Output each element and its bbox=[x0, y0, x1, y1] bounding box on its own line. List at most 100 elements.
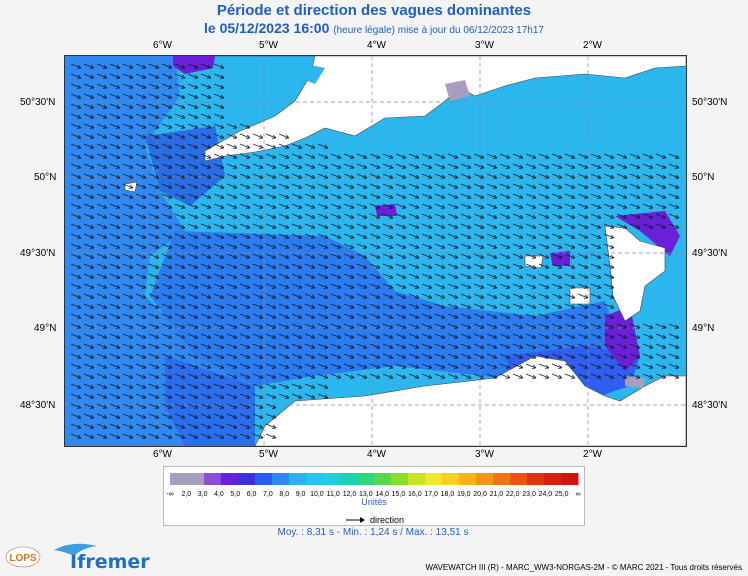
direction-arrow bbox=[174, 363, 186, 369]
direction-arrow bbox=[564, 283, 576, 289]
direction-arrow bbox=[564, 353, 576, 359]
direction-arrow bbox=[174, 333, 186, 339]
direction-arrow bbox=[83, 333, 95, 339]
direction-arrow bbox=[135, 433, 147, 439]
direction-arrow bbox=[395, 243, 407, 249]
direction-arrow bbox=[486, 363, 498, 369]
direction-arrow bbox=[291, 393, 303, 399]
direction-arrow bbox=[408, 253, 420, 259]
direction-arrow bbox=[512, 213, 524, 219]
direction-arrow bbox=[330, 173, 342, 179]
legend-tick-label: 3,0 bbox=[198, 491, 208, 498]
direction-arrow bbox=[395, 203, 407, 209]
direction-arrow bbox=[629, 153, 641, 159]
direction-arrow bbox=[317, 143, 329, 149]
direction-arrow bbox=[83, 213, 95, 219]
direction-arrow bbox=[83, 143, 95, 149]
direction-arrow bbox=[122, 193, 134, 199]
direction-arrow bbox=[239, 353, 251, 359]
ifremer-wordmark: Ifremer bbox=[70, 551, 150, 573]
direction-arrow bbox=[486, 213, 498, 219]
direction-arrow bbox=[434, 183, 446, 189]
direction-arrow bbox=[83, 163, 95, 169]
direction-arrow bbox=[135, 353, 147, 359]
direction-arrow bbox=[252, 363, 264, 369]
direction-arrow bbox=[83, 83, 95, 89]
direction-arrow bbox=[226, 403, 238, 409]
direction-arrow bbox=[200, 423, 212, 429]
direction-arrow bbox=[330, 313, 342, 319]
direction-arrow bbox=[83, 103, 95, 109]
direction-arrow bbox=[486, 273, 498, 279]
direction-arrow bbox=[187, 193, 199, 199]
direction-arrow bbox=[317, 183, 329, 189]
direction-arrow bbox=[135, 393, 147, 399]
direction-arrow bbox=[343, 203, 355, 209]
direction-arrow bbox=[278, 243, 290, 249]
direction-arrow bbox=[161, 393, 173, 399]
land-guernsey bbox=[524, 255, 544, 269]
direction-arrow bbox=[265, 243, 277, 249]
direction-arrow bbox=[291, 203, 303, 209]
direction-arrow bbox=[83, 373, 95, 379]
direction-arrow bbox=[291, 223, 303, 229]
direction-arrow bbox=[473, 263, 485, 269]
direction-arrow bbox=[525, 193, 537, 199]
direction-arrow bbox=[148, 243, 160, 249]
direction-arrow bbox=[278, 143, 290, 149]
legend-swatch bbox=[204, 473, 222, 485]
legend-tick-label: 20,0 bbox=[473, 491, 487, 498]
direction-arrow bbox=[499, 203, 511, 209]
direction-arrow bbox=[161, 293, 173, 299]
direction-arrow bbox=[486, 163, 498, 169]
direction-arrow bbox=[642, 203, 654, 209]
graticule bbox=[65, 56, 686, 446]
lon-tick-bottom-4w: 4°W bbox=[367, 449, 386, 460]
direction-arrow bbox=[161, 373, 173, 379]
direction-arrow bbox=[200, 333, 212, 339]
legend-tick-label: 21,0 bbox=[490, 491, 504, 498]
direction-arrow bbox=[109, 393, 121, 399]
direction-arrow bbox=[109, 153, 121, 159]
direction-arrow bbox=[109, 123, 121, 129]
direction-arrow bbox=[304, 243, 316, 249]
direction-arrow bbox=[499, 213, 511, 219]
direction-arrow bbox=[122, 223, 134, 229]
direction-arrow bbox=[278, 333, 290, 339]
lat-tick-right-49: 49°N bbox=[692, 323, 715, 334]
direction-arrow bbox=[226, 373, 238, 379]
direction-arrow bbox=[577, 243, 589, 249]
direction-arrow bbox=[109, 83, 121, 89]
direction-arrow bbox=[161, 183, 173, 189]
direction-arrow bbox=[395, 333, 407, 339]
direction-arrow bbox=[642, 333, 654, 339]
direction-arrow bbox=[525, 153, 537, 159]
direction-arrow bbox=[252, 293, 264, 299]
direction-arrow bbox=[239, 403, 251, 409]
direction-arrow bbox=[135, 303, 147, 309]
direction-arrow bbox=[590, 323, 602, 329]
direction-arrow bbox=[538, 223, 550, 229]
direction-arrow bbox=[174, 73, 186, 79]
direction-arrow bbox=[382, 223, 394, 229]
legend-tick-label: 13,0 bbox=[359, 491, 373, 498]
direction-arrow bbox=[122, 73, 134, 79]
direction-arrow bbox=[369, 363, 381, 369]
direction-arrow bbox=[200, 123, 212, 129]
direction-arrow bbox=[187, 363, 199, 369]
direction-arrow bbox=[213, 353, 225, 359]
direction-arrow bbox=[668, 213, 680, 219]
direction-arrow bbox=[135, 213, 147, 219]
direction-arrow bbox=[486, 343, 498, 349]
direction-arrow bbox=[304, 353, 316, 359]
direction-arrow bbox=[473, 313, 485, 319]
direction-arrow bbox=[369, 223, 381, 229]
lat-tick-right-5030: 50°30'N bbox=[692, 97, 728, 108]
direction-arrow bbox=[655, 183, 667, 189]
direction-arrow bbox=[70, 413, 82, 419]
direction-arrow bbox=[161, 323, 173, 329]
legend-tick-label: 25,0 bbox=[555, 491, 569, 498]
direction-arrow bbox=[577, 213, 589, 219]
direction-arrow bbox=[96, 283, 108, 289]
direction-arrow bbox=[187, 73, 199, 79]
